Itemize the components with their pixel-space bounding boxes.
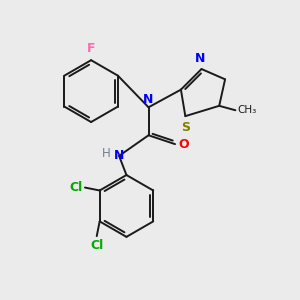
Text: S: S: [181, 122, 190, 134]
Text: N: N: [143, 93, 154, 106]
Text: F: F: [87, 42, 95, 55]
Text: N: N: [195, 52, 205, 65]
Text: Cl: Cl: [69, 181, 82, 194]
Text: CH₃: CH₃: [238, 105, 257, 115]
Text: O: O: [178, 138, 189, 151]
Text: Cl: Cl: [90, 239, 104, 252]
Text: N: N: [114, 149, 124, 162]
Text: H: H: [101, 147, 110, 160]
